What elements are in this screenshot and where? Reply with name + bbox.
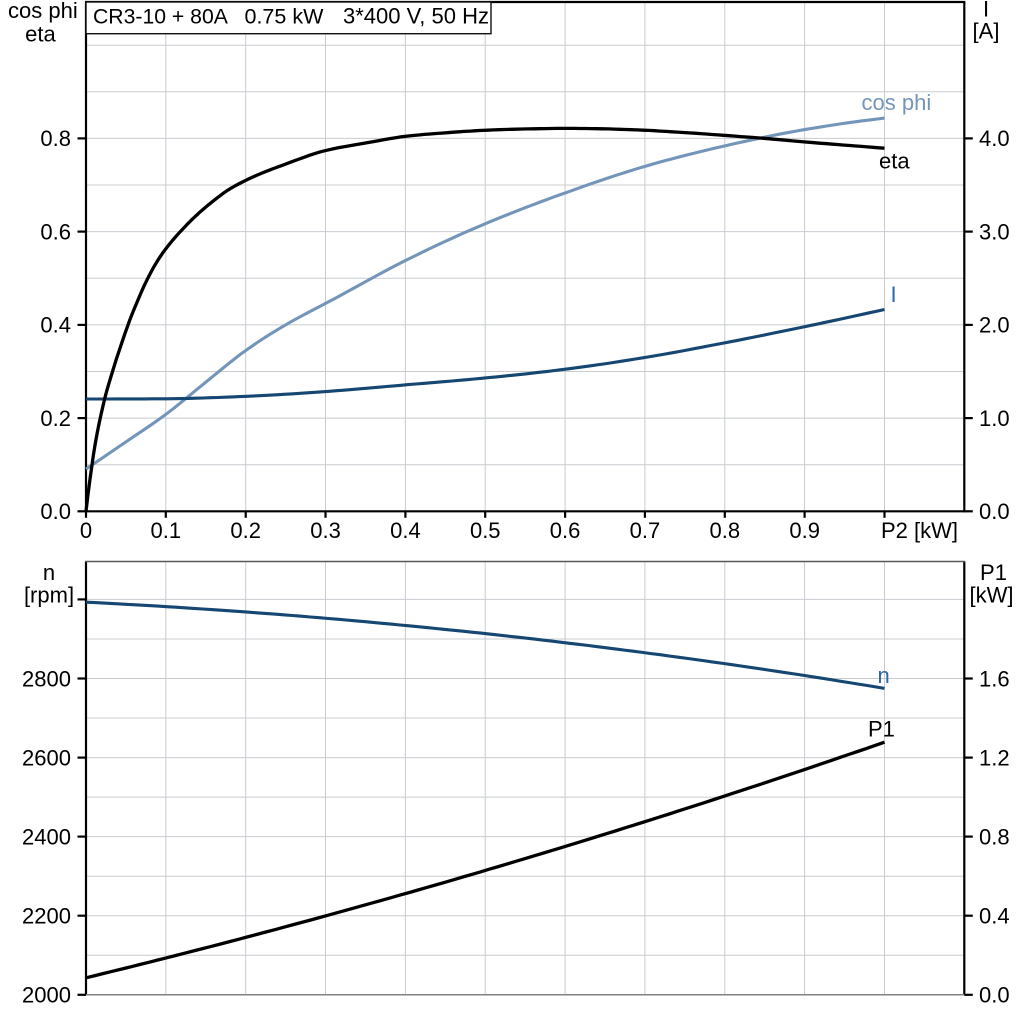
svg-text:1.0: 1.0 [979, 406, 1010, 431]
svg-text:0.5: 0.5 [470, 518, 501, 543]
svg-text:0.0: 0.0 [40, 499, 71, 524]
svg-text:0.2: 0.2 [230, 518, 261, 543]
svg-text:eta: eta [879, 149, 910, 174]
svg-text:cos phi: cos phi [8, 0, 78, 23]
svg-text:0.4: 0.4 [390, 518, 421, 543]
svg-text:0.0: 0.0 [979, 499, 1010, 524]
svg-text:CR3-10 + 80A: CR3-10 + 80A [93, 6, 229, 29]
svg-text:1.6: 1.6 [979, 666, 1010, 691]
svg-text:0.8: 0.8 [40, 126, 71, 151]
svg-text:[A]: [A] [973, 19, 1000, 44]
svg-text:n: n [43, 560, 55, 585]
svg-text:2800: 2800 [22, 666, 71, 691]
svg-text:2200: 2200 [22, 904, 71, 929]
svg-text:0.7: 0.7 [630, 518, 661, 543]
svg-text:P1: P1 [868, 717, 895, 742]
svg-text:0.8: 0.8 [710, 518, 741, 543]
svg-text:I: I [983, 0, 989, 22]
svg-text:2400: 2400 [22, 824, 71, 849]
svg-text:2.0: 2.0 [979, 313, 1010, 338]
svg-text:P2 [kW]: P2 [kW] [881, 518, 958, 543]
svg-text:0.3: 0.3 [310, 518, 341, 543]
svg-text:0.4: 0.4 [40, 313, 71, 338]
svg-text:0.0: 0.0 [979, 983, 1010, 1008]
svg-text:0.1: 0.1 [151, 518, 182, 543]
svg-text:2600: 2600 [22, 745, 71, 770]
svg-text:0.4: 0.4 [979, 904, 1010, 929]
svg-text:0.2: 0.2 [40, 406, 71, 431]
svg-text:0: 0 [80, 518, 92, 543]
svg-text:2000: 2000 [22, 983, 71, 1008]
svg-text:[rpm]: [rpm] [24, 583, 74, 608]
svg-text:I: I [891, 282, 897, 307]
svg-text:0.8: 0.8 [979, 824, 1010, 849]
svg-text:P1: P1 [980, 560, 1007, 585]
svg-text:eta: eta [25, 21, 56, 46]
svg-text:3.0: 3.0 [979, 219, 1010, 244]
svg-text:[kW]: [kW] [970, 583, 1014, 608]
svg-text:3*400 V, 50 Hz: 3*400 V, 50 Hz [343, 4, 489, 29]
svg-text:0.9: 0.9 [789, 518, 820, 543]
svg-text:n: n [878, 663, 890, 688]
svg-text:cos phi: cos phi [862, 90, 932, 115]
svg-text:0.75 kW: 0.75 kW [245, 5, 325, 29]
svg-text:0.6: 0.6 [550, 518, 581, 543]
svg-text:1.2: 1.2 [979, 745, 1010, 770]
svg-text:4.0: 4.0 [979, 126, 1010, 151]
svg-text:0.6: 0.6 [40, 219, 71, 244]
